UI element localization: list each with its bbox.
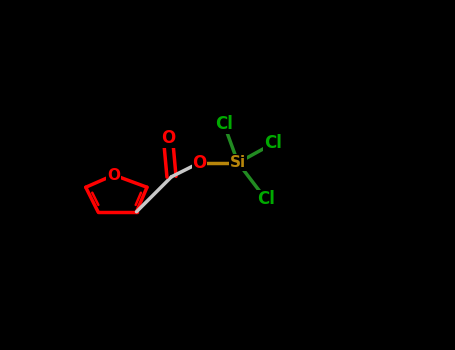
Text: Cl: Cl <box>257 190 275 209</box>
Text: O: O <box>192 154 207 172</box>
Text: Cl: Cl <box>264 134 282 153</box>
Text: O: O <box>161 129 175 147</box>
Text: O: O <box>107 168 120 182</box>
Text: Cl: Cl <box>215 115 233 133</box>
Text: Si: Si <box>230 155 246 170</box>
